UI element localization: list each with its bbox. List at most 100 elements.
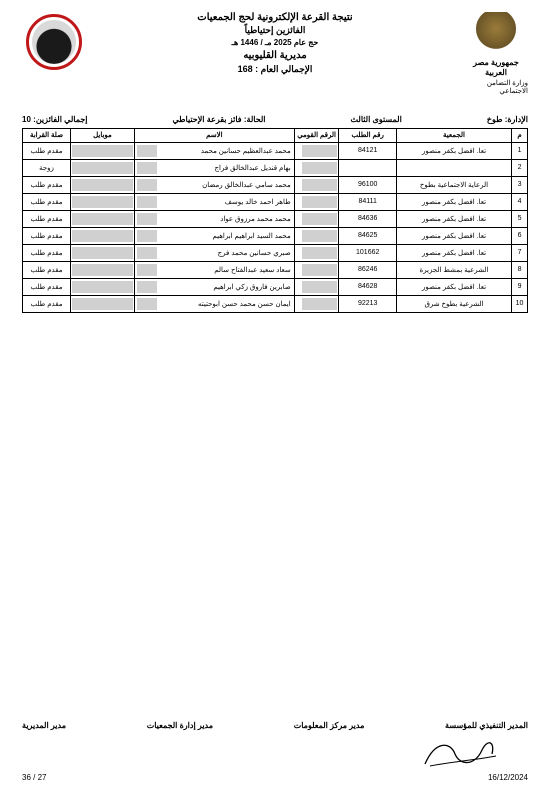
nid-redaction [302,145,338,157]
mobile-redaction [72,162,133,174]
cell-association: تعا. افضل بكفر منصور [396,193,511,210]
header: جمهورية مصر العربية وزارة التضامن الاجتم… [22,12,528,95]
sig-assoc-director: مدير إدارة الجمعيات [147,721,213,730]
title-line-1: نتيجة القرعة الإلكترونية لحج الجمعيات [86,12,464,23]
cell-idx: 4 [512,193,528,210]
admin-cell: الإدارة: طوخ [487,115,528,124]
winners-label: إجمالي الفائزين: [33,115,87,124]
cell-mobile [70,227,134,244]
cell-mobile [70,159,134,176]
cell-mobile [70,210,134,227]
level-cell: المستوى الثالث [351,115,402,124]
cell-name: صبري حسانين محمد فرج [134,244,294,261]
cell-name: بهام قنديل عبدالخالق فراج [134,159,294,176]
handwritten-signature-icon [420,736,500,770]
name-text: طاهر احمد خالد يوسف [157,198,293,206]
table-row: 9تعا. افضل بكفر منصور84628صابرين فاروق ز… [23,278,528,295]
title-line-3: حج عام 2025 مـ / 1446 هـ [86,38,464,47]
name-redaction [137,145,157,157]
cell-relation: مقدم طلب [23,210,71,227]
name-redaction [137,230,157,242]
kaaba-badge-icon [26,14,82,70]
winners-cell: إجمالي الفائزين: 10 [22,115,87,124]
cell-name: طاهر احمد خالد يوسف [134,193,294,210]
table-body: 1تعا. افضل بكفر منصور84121محمد عبدالعظيم… [23,142,528,312]
table-row: 2 بهام قنديل عبدالخالق فراج زوجة [23,159,528,176]
cell-relation: مقدم طلب [23,261,71,278]
admin-label: الإدارة: [505,115,528,124]
name-redaction [137,247,157,259]
cell-national-id [294,244,339,261]
nid-redaction [302,264,338,276]
cell-request-no: 86246 [339,261,397,278]
cell-idx: 6 [512,227,528,244]
status-value: فائز بقرعة الإحتياطي [173,115,242,124]
cell-name: صابرين فاروق زكي ابراهيم [134,278,294,295]
meta-row: الإدارة: طوخ المستوى الثالث الحالة: فائز… [22,115,528,124]
total-label: الإجمالي العام : [255,64,312,74]
cell-request-no: 84111 [339,193,397,210]
mobile-redaction [72,230,133,242]
cell-idx: 7 [512,244,528,261]
directorate-name: مديرية القليوبيه [86,50,464,61]
cell-request-no: 84636 [339,210,397,227]
mobile-redaction [72,196,133,208]
cell-relation: مقدم طلب [23,193,71,210]
page: جمهورية مصر العربية وزارة التضامن الاجتم… [0,0,550,790]
cell-request-no: 84628 [339,278,397,295]
cell-name: محمد عبدالعظيم حسانين محمد [134,142,294,159]
name-redaction [137,213,157,225]
nid-redaction [302,230,338,242]
col-relation: صلة القرابة [23,128,71,142]
cell-national-id [294,142,339,159]
name-text: سعاد سعيد عبدالفتاح سالم [157,266,293,274]
table-row: 10الشرعية بطوخ شرق92213ايمان حسن محمد حس… [23,295,528,312]
cell-national-id [294,278,339,295]
col-idx: م [512,128,528,142]
table-row: 7تعا. افضل بكفر منصور101662صبري حسانين م… [23,244,528,261]
name-redaction [137,281,157,293]
cell-relation: زوجة [23,159,71,176]
col-association: الجمعية [396,128,511,142]
header-titles: نتيجة القرعة الإلكترونية لحج الجمعيات ال… [86,12,464,75]
table-row: 1تعا. افضل بكفر منصور84121محمد عبدالعظيم… [23,142,528,159]
mobile-redaction [72,247,133,259]
page-sep: / [33,773,35,782]
cell-mobile [70,295,134,312]
footer-bar: 16/12/2024 27 / 36 [22,773,528,782]
cell-association: الشرعية بمشط الجزيرة [396,261,511,278]
nid-redaction [302,196,338,208]
cell-name: ايمان حسن محمد حسن ابوحتيته [134,295,294,312]
mobile-redaction [72,179,133,191]
cell-national-id [294,193,339,210]
name-redaction [137,179,157,191]
cell-request-no: 92213 [339,295,397,312]
table-row: 6تعا. افضل بكفر منصور84625محمد السيد ابر… [23,227,528,244]
col-request-no: رقم الطلب [339,128,397,142]
mobile-redaction [72,264,133,276]
cell-relation: مقدم طلب [23,295,71,312]
name-text: محمد السيد ابراهيم ابراهيم [157,232,293,240]
cell-idx: 10 [512,295,528,312]
cell-request-no: 96100 [339,176,397,193]
name-text: محمد محمد مرزوق عواد [157,215,293,223]
col-national-id: الرقم القومي [294,128,339,142]
grand-total: الإجمالي العام : 168 [86,64,464,75]
cell-national-id [294,210,339,227]
sig-info-center: مدير مركز المعلومات [294,721,365,730]
cell-idx: 2 [512,159,528,176]
cell-request-no: 84625 [339,227,397,244]
name-text: محمد سامي عبدالخالق رمضان [157,181,293,189]
cell-association: تعا. افضل بكفر منصور [396,244,511,261]
hajj-badge-block [22,12,86,70]
cell-national-id [294,176,339,193]
cell-name: محمد السيد ابراهيم ابراهيم [134,227,294,244]
cell-idx: 3 [512,176,528,193]
nid-redaction [302,281,338,293]
cell-idx: 9 [512,278,528,295]
cell-association [396,159,511,176]
cell-relation: مقدم طلب [23,244,71,261]
mobile-redaction [72,281,133,293]
title-line-2: الفائزين إحتياطياً [86,25,464,36]
cell-request-no [339,159,397,176]
